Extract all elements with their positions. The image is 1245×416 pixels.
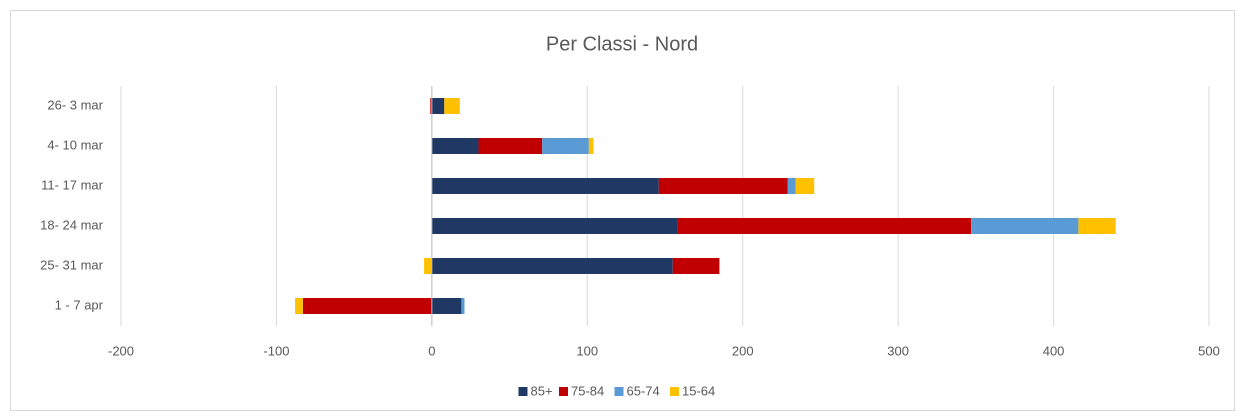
bar-segment — [431, 98, 445, 114]
bar-segment — [1078, 218, 1116, 234]
y-tick-label: 26- 3 mar — [47, 97, 103, 112]
y-tick-label: 11- 17 mar — [41, 177, 104, 192]
bar-segment — [431, 178, 659, 194]
legend-swatch — [614, 387, 624, 396]
bar-segment — [478, 138, 543, 154]
x-tick-label: -100 — [263, 343, 289, 358]
legend-swatch — [559, 387, 568, 396]
bar-segment — [430, 98, 432, 114]
x-tick-label: 300 — [887, 343, 909, 358]
legend-label: 15-64 — [682, 383, 715, 398]
chart-frame — [10, 10, 1235, 411]
bar-segment — [677, 218, 972, 234]
bar-segment — [461, 298, 465, 314]
bar-segment — [971, 218, 1079, 234]
bar-segment — [588, 138, 594, 154]
bar-segment — [424, 258, 432, 274]
chart-title: Per Classi - Nord — [546, 33, 698, 55]
bar-segment — [431, 218, 678, 234]
legend-swatch — [670, 387, 679, 396]
legend-swatch — [518, 387, 528, 396]
bar-segment — [444, 98, 460, 114]
x-tick-label: 0 — [428, 343, 435, 358]
bar-segment — [431, 138, 479, 154]
y-tick-label: 18- 24 mar — [40, 217, 104, 232]
bar-segment — [787, 178, 796, 194]
bar-segment — [295, 298, 303, 314]
x-tick-label: -200 — [108, 343, 134, 358]
y-tick-label: 25- 31 mar — [40, 257, 104, 272]
bar-segment — [542, 138, 589, 154]
x-tick-label: 200 — [732, 343, 754, 358]
bar-segment — [795, 178, 815, 194]
bar-segment — [658, 178, 788, 194]
y-tick-label: 4- 10 mar — [47, 137, 103, 152]
bar-segment — [431, 258, 673, 274]
x-tick-label: 500 — [1198, 343, 1220, 358]
y-tick-label: 1 - 7 apr — [55, 297, 104, 312]
legend-label: 75-84 — [571, 383, 604, 398]
legend-label: 85+ — [531, 383, 553, 398]
bar-segment — [302, 298, 432, 314]
legend-label: 65-74 — [627, 383, 660, 398]
x-tick-label: 100 — [576, 343, 598, 358]
bar-segment — [431, 298, 462, 314]
x-tick-label: 400 — [1043, 343, 1065, 358]
bar-segment — [672, 258, 720, 274]
